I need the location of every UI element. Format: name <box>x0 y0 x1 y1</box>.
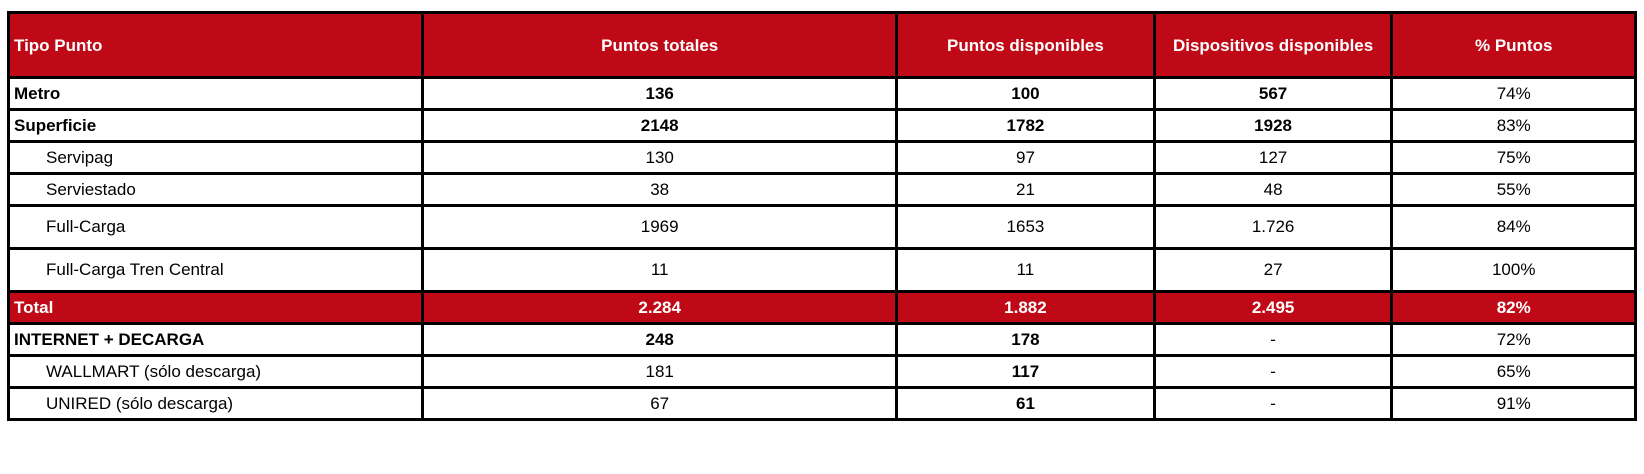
cell-tipo: Superficie <box>6 108 425 143</box>
cell-dispositivos: - <box>1152 386 1394 421</box>
table-row: Serviestado 38 21 48 55% <box>6 172 1637 207</box>
cell-tipo: UNIRED (sólo descarga) <box>6 386 425 421</box>
header-dispositivos-disponibles: Dispositivos disponibles <box>1152 11 1394 79</box>
cell-tipo: Full-Carga <box>6 204 425 250</box>
cell-disponibles: 21 <box>895 172 1156 207</box>
header-pct-puntos: % Puntos <box>1390 11 1637 79</box>
cell-tipo: Servipag <box>6 140 425 175</box>
table-row: Full-Carga 1969 1653 1.726 84% <box>6 204 1637 250</box>
cell-totales: 181 <box>421 354 899 389</box>
cell-dispositivos: 48 <box>1152 172 1394 207</box>
cell-pct: 83% <box>1390 108 1637 143</box>
cell-pct: 84% <box>1390 204 1637 250</box>
cell-pct: 55% <box>1390 172 1637 207</box>
header-puntos-totales: Puntos totales <box>421 11 899 79</box>
cell-pct: 100% <box>1390 247 1637 293</box>
cell-dispositivos: - <box>1152 354 1394 389</box>
cell-disponibles: 1.882 <box>895 290 1156 325</box>
cell-pct: 75% <box>1390 140 1637 175</box>
cell-tipo: INTERNET + DECARGA <box>6 322 425 357</box>
cell-tipo: WALLMART (sólo descarga) <box>6 354 425 389</box>
cell-disponibles: 1782 <box>895 108 1156 143</box>
table-row: UNIRED (sólo descarga) 67 61 - 91% <box>6 386 1637 421</box>
cell-disponibles: 178 <box>895 322 1156 357</box>
cell-totales: 38 <box>421 172 899 207</box>
table-row: Full-Carga Tren Central 11 11 27 100% <box>6 247 1637 293</box>
header-row: Tipo Punto Puntos totales Puntos disponi… <box>6 11 1637 79</box>
table-row: Superficie 2148 1782 1928 83% <box>6 108 1637 143</box>
cell-dispositivos: - <box>1152 322 1394 357</box>
cell-totales: 67 <box>421 386 899 421</box>
cell-totales: 130 <box>421 140 899 175</box>
cell-tipo: Metro <box>6 76 425 111</box>
cell-totales: 11 <box>421 247 899 293</box>
cell-disponibles: 61 <box>895 386 1156 421</box>
cell-dispositivos: 2.495 <box>1152 290 1394 325</box>
cell-disponibles: 1653 <box>895 204 1156 250</box>
cell-totales: 2.284 <box>421 290 899 325</box>
total-row: Total 2.284 1.882 2.495 82% <box>6 290 1637 325</box>
header-tipo-punto: Tipo Punto <box>6 11 425 79</box>
cell-pct: 72% <box>1390 322 1637 357</box>
puntos-table: Tipo Punto Puntos totales Puntos disponi… <box>6 11 1637 421</box>
cell-tipo: Serviestado <box>6 172 425 207</box>
table-row: Servipag 130 97 127 75% <box>6 140 1637 175</box>
cell-dispositivos: 567 <box>1152 76 1394 111</box>
cell-dispositivos: 127 <box>1152 140 1394 175</box>
cell-pct: 91% <box>1390 386 1637 421</box>
table-row: INTERNET + DECARGA 248 178 - 72% <box>6 322 1637 357</box>
cell-disponibles: 97 <box>895 140 1156 175</box>
cell-pct: 74% <box>1390 76 1637 111</box>
cell-tipo: Total <box>6 290 425 325</box>
cell-disponibles: 100 <box>895 76 1156 111</box>
cell-tipo: Full-Carga Tren Central <box>6 247 425 293</box>
cell-pct: 82% <box>1390 290 1637 325</box>
cell-totales: 248 <box>421 322 899 357</box>
cell-pct: 65% <box>1390 354 1637 389</box>
cell-dispositivos: 1928 <box>1152 108 1394 143</box>
cell-dispositivos: 27 <box>1152 247 1394 293</box>
cell-disponibles: 117 <box>895 354 1156 389</box>
header-puntos-disponibles: Puntos disponibles <box>895 11 1156 79</box>
cell-dispositivos: 1.726 <box>1152 204 1394 250</box>
cell-totales: 2148 <box>421 108 899 143</box>
table-row: Metro 136 100 567 74% <box>6 76 1637 111</box>
cell-disponibles: 11 <box>895 247 1156 293</box>
table-row: WALLMART (sólo descarga) 181 117 - 65% <box>6 354 1637 389</box>
cell-totales: 136 <box>421 76 899 111</box>
cell-totales: 1969 <box>421 204 899 250</box>
